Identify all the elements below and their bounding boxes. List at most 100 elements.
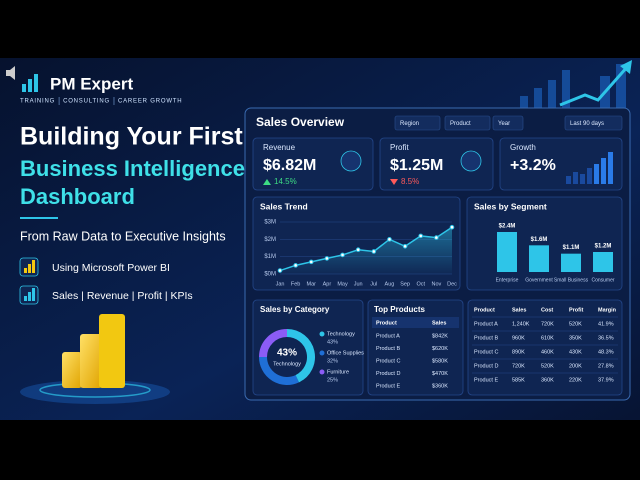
speaker [6, 66, 15, 80]
table-cell: Product B [474, 335, 498, 341]
kpi-value: $1.25M [390, 157, 443, 174]
deco-bar [548, 80, 556, 110]
table-cell: Product D [376, 371, 400, 377]
filter[interactable] [394, 115, 441, 131]
table-cell: 36.5% [598, 335, 614, 341]
brand-tagline: CAREER GROWTH [118, 99, 182, 105]
dashboard-title: Sales Overview [256, 115, 345, 129]
trend-point [434, 235, 439, 240]
table-cell: 350K [569, 335, 582, 341]
powerbi-logo [62, 314, 125, 388]
table-cell: 720K [512, 363, 525, 369]
trend-point [387, 237, 392, 242]
trend-point [402, 243, 408, 249]
feature-icon-bar [32, 260, 35, 273]
trend-point [324, 256, 330, 261]
bar [529, 245, 549, 272]
y-tick-label: $3M [264, 220, 276, 226]
x-tick-label: May [337, 281, 348, 287]
bar [497, 232, 517, 272]
headline: Business Intelligence [20, 156, 245, 181]
logo-bar [80, 334, 102, 388]
x-tick-label: Jan [276, 281, 285, 287]
table-cell: 585K [512, 377, 525, 383]
kpi-deco-bar [580, 174, 585, 184]
table-cell: 41.9% [598, 321, 614, 327]
trend-point [449, 224, 455, 230]
value-label: $1.2M [595, 244, 612, 250]
x-tick-label: Feb [291, 281, 300, 287]
table-cell: $580K [432, 358, 448, 364]
filter[interactable] [564, 115, 623, 131]
table-cell: 890K [512, 349, 525, 355]
chart-title: Sales by Segment [474, 201, 547, 211]
table-cell: 360K [541, 377, 554, 383]
legend-label: Office Supplies [327, 350, 364, 356]
table-cell: Product E [474, 377, 498, 383]
brand-bar [28, 79, 32, 92]
table-cell: 430K [569, 349, 582, 355]
x-tick-label: Mar [307, 281, 317, 287]
table-cell: 520K [569, 321, 582, 327]
brand-icon [22, 74, 38, 92]
table-header-cell: Sales [432, 320, 446, 326]
value-label: $1.6M [531, 237, 548, 243]
kpi-deco-bar [601, 158, 606, 184]
brand-tagline: TRAINING [20, 99, 55, 105]
brand-name: PM Expert [50, 74, 133, 93]
table-cell: 520K [541, 363, 554, 369]
deco-arrow [559, 65, 630, 107]
table-header-cell: Cost [541, 307, 553, 313]
table-cell: Product E [376, 383, 400, 389]
filter-label: Product [450, 121, 471, 127]
table-cell: 460K [541, 349, 554, 355]
legend-dot [319, 350, 325, 356]
table-cell: 48.3% [598, 349, 614, 355]
table-header-cell: Product [474, 307, 495, 313]
kpi-deco-bar [566, 176, 571, 184]
table-cell: Product D [474, 363, 498, 369]
filter-label: Last 90 days [570, 121, 604, 127]
table-cell: 200K [569, 363, 582, 369]
table-panel [467, 299, 623, 396]
table-header [372, 317, 459, 328]
trend-point [308, 259, 314, 265]
kpi-deco-bar [573, 172, 578, 184]
x-tick-label: Consumer [591, 277, 614, 283]
platform-glow [20, 380, 170, 404]
brand-bar [34, 74, 38, 92]
donut-slice [259, 329, 288, 358]
donut-slice [259, 356, 299, 385]
brand-tagline: CONSULTING [63, 99, 110, 105]
donut-slice [286, 329, 315, 383]
speaker-icon [6, 66, 15, 80]
logo-bar [99, 314, 125, 388]
kpi-deco-bar [608, 152, 613, 184]
table-cell: 27.8% [598, 363, 614, 369]
kpi-change: 14.5% [274, 177, 297, 186]
kpi-arrow [390, 179, 398, 185]
kpi-deco-bar [587, 168, 592, 184]
table-cell: $360K [432, 383, 448, 389]
trend-point [418, 233, 424, 239]
x-tick-label: Aug [385, 281, 395, 287]
brand-bar [22, 84, 26, 92]
feature-icon-bar [24, 296, 27, 301]
deco-bar [534, 88, 542, 110]
x-tick-label: Oct [416, 281, 425, 287]
trend-point [293, 263, 298, 268]
table-header-cell: Sales [512, 307, 526, 313]
table-cell: $620K [432, 346, 448, 352]
feature-text: Sales | Revenue | Profit | KPIs [52, 290, 193, 302]
chart-title: Sales by Category [260, 305, 330, 314]
table-cell: 37.9% [598, 377, 614, 383]
filter[interactable] [444, 115, 491, 131]
trend-point [277, 268, 283, 273]
filter[interactable] [492, 115, 524, 131]
kpi-label: Profit [390, 143, 409, 152]
legend-value: 43% [327, 339, 338, 345]
table-cell: $470K [432, 371, 448, 377]
legend-label: Furniture [327, 369, 349, 375]
feature-icon-bar [32, 288, 35, 301]
